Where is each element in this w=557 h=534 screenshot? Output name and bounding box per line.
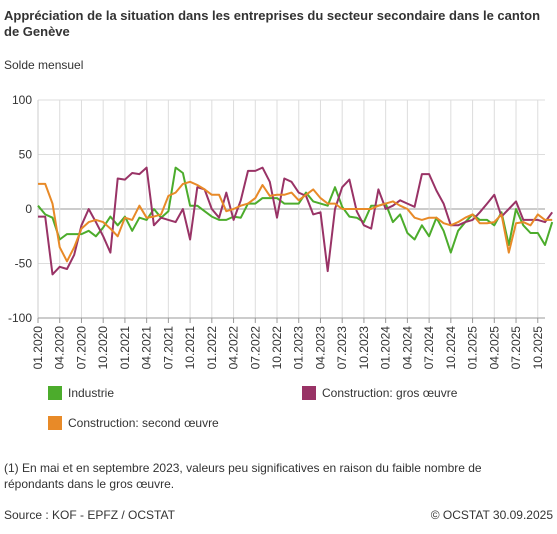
x-tick-label: 10.2022 [270,326,284,370]
x-tick-label: 04.2020 [53,326,67,370]
x-tick-label: 07.2023 [335,326,349,370]
x-tick-label: 01.2023 [292,326,306,370]
legend-swatch [48,386,62,400]
x-tick-label: 01.2024 [379,326,393,370]
y-tick-label: -100 [8,311,32,325]
x-tick-label: 04.2025 [487,326,501,370]
x-tick-label: 01.2021 [118,326,132,370]
y-tick-label: 0 [25,202,32,216]
x-tick-label: 01.2025 [466,326,480,370]
x-tick-label: 10.2025 [531,326,545,370]
copyright-text: © OCSTAT 30.09.2025 [430,508,553,522]
x-tick-label: 07.2025 [509,326,523,370]
legend-swatch [48,416,62,430]
chart-title: Appréciation de la situation dans les en… [4,8,541,39]
x-tick-label: 10.2020 [96,326,110,370]
y-tick-label: 50 [19,148,33,162]
y-tick-label: 100 [12,93,32,107]
legend-label: Industrie [68,386,115,400]
legend-item[interactable]: Construction: second œuvre [48,416,219,430]
series-line-1[interactable] [38,166,554,276]
x-tick-label: 10.2021 [183,326,197,370]
legend-label: Construction: gros œuvre [322,386,458,400]
x-tick-label: 07.2020 [74,326,88,370]
chart-subtitle: Solde mensuel [4,58,84,72]
x-tick-label: 07.2022 [248,326,262,370]
x-tick-label: 01.2020 [31,326,45,370]
legend-item[interactable]: Construction: gros œuvre [302,386,457,400]
legend-swatch [302,386,316,400]
x-tick-label: 07.2021 [161,326,175,370]
x-tick-label: 10.2024 [444,326,458,370]
x-tick-label: 07.2024 [422,326,436,370]
legend-item[interactable]: Industrie [48,386,114,400]
legend-label: Construction: second œuvre [68,416,219,430]
x-tick-label: 10.2023 [357,326,371,370]
x-tick-label: 04.2023 [313,326,327,370]
x-tick-label: 04.2024 [400,326,414,370]
x-tick-label: 01.2022 [205,326,219,370]
footnote: (1) En mai et en septembre 2023, valeurs… [4,461,482,491]
y-tick-label: -50 [15,257,33,271]
x-tick-label: 04.2022 [227,326,241,370]
x-tick-label: 04.2021 [140,326,154,370]
source-text: Source : KOF - EPFZ / OCSTAT [4,508,175,522]
series-line-2[interactable] [38,180,553,263]
